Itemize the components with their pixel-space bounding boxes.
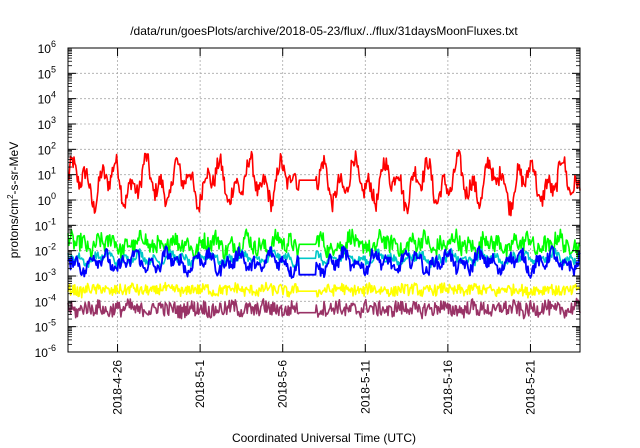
y-tick-exponent: -1 [48, 216, 56, 226]
y-tick-label: 10-5 [35, 318, 56, 335]
y-tick-label: 100 [38, 191, 56, 208]
y-tick-label: 10-4 [35, 292, 56, 309]
chart-title: /data/run/goesPlots/archive/2018-05-23/f… [130, 24, 518, 38]
series-line-4 [67, 245, 581, 279]
y-tick-base: 10 [35, 245, 49, 259]
y-tick-label: 102 [38, 140, 56, 157]
y-tick-base: 10 [38, 118, 52, 132]
y-tick-exponent: 3 [51, 115, 56, 125]
data-series [67, 149, 581, 320]
x-tick-label: 2018-5-11 [358, 360, 372, 414]
x-axis-label: Coordinated Universal Time (UTC) [232, 431, 416, 445]
y-tick-label: 10-2 [35, 242, 56, 259]
x-tick-label: 2018-5-21 [523, 360, 537, 415]
y-tick-base: 10 [35, 346, 49, 360]
y-tick-base: 10 [38, 67, 52, 81]
x-tick-label: 2018-5-6 [276, 360, 290, 408]
y-tick-base: 10 [35, 270, 49, 284]
y-tick-exponent: 4 [51, 90, 56, 100]
y-tick-label: 105 [38, 64, 56, 81]
y-tick-exponent: 6 [51, 39, 56, 49]
y-tick-exponent: -3 [48, 267, 56, 277]
y-tick-base: 10 [38, 169, 52, 183]
y-tick-labels: 10-610-510-410-310-210-11001011021031041… [35, 39, 56, 360]
y-tick-exponent: -5 [48, 318, 56, 328]
series-line-5 [67, 281, 581, 299]
x-tick-label: 2018-4-26 [111, 360, 125, 415]
y-tick-exponent: 2 [51, 140, 56, 150]
y-tick-base: 10 [35, 321, 49, 335]
series-line-2 [67, 228, 581, 261]
y-tick-label: 10-1 [35, 216, 56, 233]
y-axis-label-prefix: protons/cm [7, 199, 21, 258]
y-tick-exponent: 1 [51, 166, 56, 176]
y-tick-label: 106 [38, 39, 56, 56]
y-axis-label: protons/cm2-s-sr-MeV [6, 142, 21, 258]
y-tick-exponent: -6 [48, 343, 56, 353]
y-axis-label-superscript: 2 [6, 194, 15, 199]
y-tick-base: 10 [35, 295, 49, 309]
y-tick-label: 101 [38, 166, 56, 183]
x-tick-label: 2018-5-1 [193, 360, 207, 408]
x-tick-label: 2018-5-16 [441, 360, 455, 415]
y-tick-base: 10 [38, 42, 52, 56]
axis-ticks [68, 47, 580, 353]
y-tick-label: 10-3 [35, 267, 56, 284]
y-tick-label: 10-6 [35, 343, 56, 360]
x-tick-labels: 2018-4-26 2018-5-1 2018-5-6 2018-5-11 2018-5… [111, 360, 538, 415]
series-line-3 [67, 247, 581, 269]
y-tick-label: 103 [38, 115, 56, 132]
y-tick-exponent: 0 [51, 191, 56, 201]
y-tick-base: 10 [38, 194, 52, 208]
y-axis-label-suffix: -s-sr-MeV [7, 142, 21, 195]
y-tick-label: 104 [38, 90, 56, 107]
series-line-6 [67, 297, 581, 320]
y-tick-base: 10 [38, 143, 52, 157]
y-tick-exponent: 5 [51, 64, 56, 74]
series-line-1 [67, 149, 581, 217]
y-tick-exponent: -4 [48, 292, 56, 302]
y-tick-exponent: -2 [48, 242, 56, 252]
y-tick-base: 10 [38, 93, 52, 107]
y-tick-base: 10 [35, 219, 49, 233]
